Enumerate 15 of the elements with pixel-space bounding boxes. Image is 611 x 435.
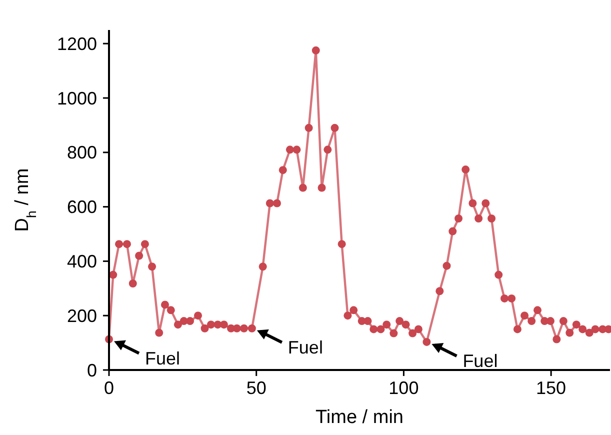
y-tick-label: 200 [66, 306, 97, 326]
x-tick-label: 100 [388, 378, 419, 398]
y-tick-label: 400 [66, 252, 97, 272]
x-tick-label: 150 [536, 378, 566, 398]
y-tick-label: 0 [86, 360, 97, 380]
y-tick-label: 800 [66, 142, 97, 163]
x-axis-title: Time / min [316, 407, 404, 428]
x-tick-label: 50 [246, 378, 266, 398]
annotation: Fuel [288, 337, 323, 358]
x-tick-label: 0 [104, 378, 114, 398]
annotation: Fuel [462, 350, 498, 371]
y-tick-label: 600 [66, 197, 97, 218]
annotation: Fuel [145, 348, 180, 368]
y-tick-label: 1000 [56, 88, 97, 108]
y-tick-label: 1200 [56, 34, 97, 54]
